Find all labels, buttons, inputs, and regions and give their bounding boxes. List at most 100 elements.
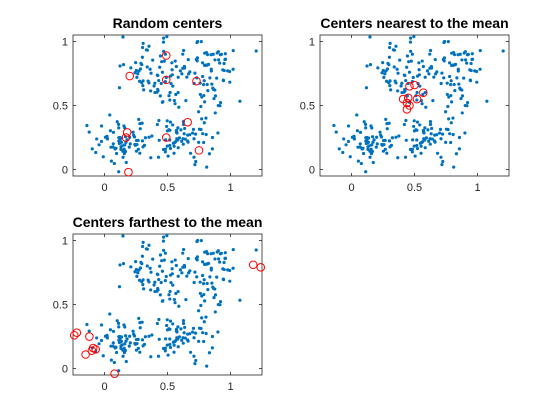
data-point [206,252,209,255]
data-point [422,131,425,134]
data-point [161,270,164,273]
data-point [131,131,134,134]
data-point [479,49,482,52]
data-point [459,53,462,56]
data-point [204,64,207,67]
data-point [129,66,132,69]
data-point [444,141,447,144]
data-point [184,99,187,102]
data-point [393,65,396,68]
data-point [181,53,184,56]
data-point [156,272,159,275]
data-point [183,264,186,267]
data-point [454,63,457,66]
y-tick-label: 0.5 [300,101,315,113]
data-point [177,76,180,79]
data-point [159,94,162,97]
data-point [357,159,360,162]
data-point [159,293,162,296]
data-point [207,63,210,66]
data-point [161,71,164,74]
data-point [140,63,143,66]
data-point [85,124,88,127]
data-point [196,40,199,43]
data-point [429,143,432,146]
data-point [121,35,124,38]
data-point [388,84,391,87]
data-point [370,143,373,146]
data-point [213,257,216,260]
data-point [485,100,488,103]
data-point [156,322,159,325]
data-point [359,142,362,145]
data-point [149,68,152,71]
data-point [457,83,460,86]
data-point [202,83,205,86]
data-point [138,321,141,324]
data-point [400,82,403,85]
data-point [120,141,123,144]
data-point [210,267,213,270]
data-point [141,139,144,142]
data-point [452,133,455,136]
data-point [212,88,215,91]
data-point [381,61,384,64]
data-point [191,131,194,134]
data-point [201,61,204,64]
data-point [403,123,406,126]
data-point [413,129,416,132]
data-point [414,154,417,157]
data-point [365,86,368,89]
data-point [171,284,174,287]
data-point [147,280,150,283]
data-point [178,136,181,139]
data-point [412,125,415,128]
data-point [228,70,231,73]
data-point [179,268,182,271]
data-point [193,163,196,166]
data-point [133,334,136,337]
data-point [448,61,451,64]
data-point [388,139,391,142]
data-point [222,62,225,65]
data-point [153,91,156,94]
data-point [415,144,418,147]
data-point [91,147,94,150]
data-point [232,248,235,251]
data-point [208,76,211,79]
data-point [167,293,170,296]
data-point [238,100,241,103]
data-point [153,82,156,85]
data-point [429,120,432,123]
data-point [85,323,88,326]
data-point [149,89,152,92]
data-point [179,69,182,72]
data-point [342,137,345,140]
data-point [396,156,399,159]
data-point [420,145,423,148]
data-point [191,330,194,333]
data-point [173,301,176,304]
data-point [375,136,378,139]
data-point [457,68,460,71]
data-point [152,283,155,286]
data-point [167,353,170,356]
data-point [146,248,149,251]
data-point [125,161,128,164]
data-point [184,298,187,301]
data-point [192,128,195,131]
data-point [110,159,113,162]
data-point [123,152,126,155]
data-point [419,152,422,155]
data-point [216,131,219,134]
data-point [217,303,220,306]
data-point [183,326,186,329]
data-point [171,322,174,325]
data-point [162,236,165,239]
data-point [360,162,363,165]
data-point [143,144,146,147]
data-point [194,332,197,335]
data-point [422,65,425,68]
data-point [183,331,186,334]
data-point [187,58,190,61]
